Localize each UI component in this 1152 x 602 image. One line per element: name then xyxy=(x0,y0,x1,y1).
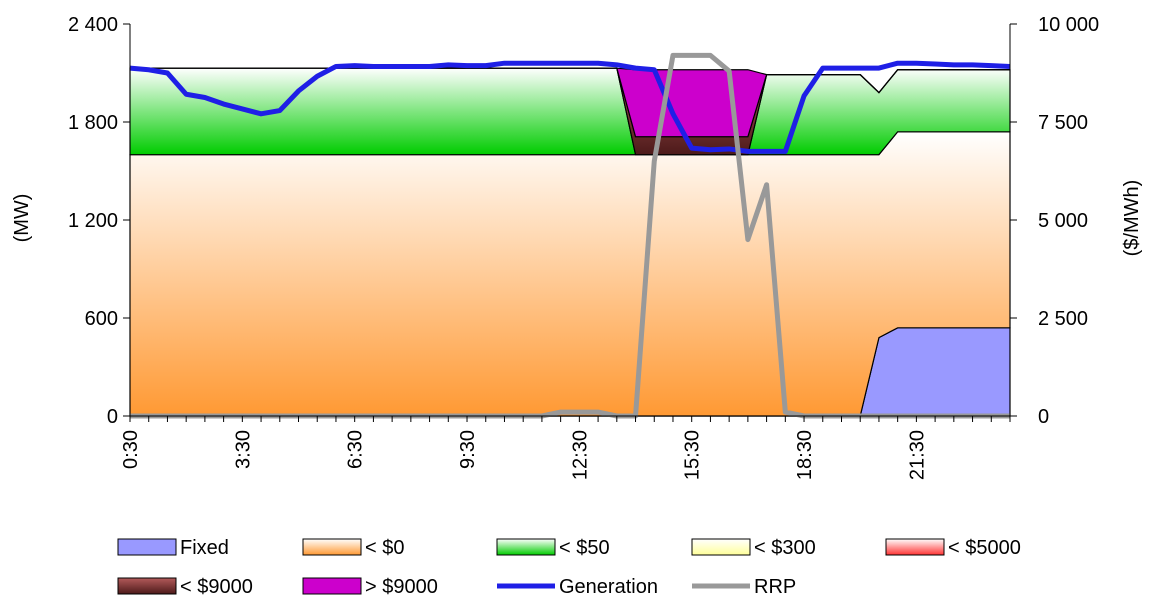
legend-label: < $0 xyxy=(365,537,404,559)
left-tick-label: 2 400 xyxy=(68,14,118,36)
x-tick-label: 15:30 xyxy=(682,430,704,480)
legend-item-lt-9000: < $9000 xyxy=(117,576,253,598)
legend-item-lt-50: < $50 xyxy=(496,537,610,559)
right-tick-label: 5 000 xyxy=(1038,210,1088,232)
legend-label: < $5000 xyxy=(948,537,1021,559)
legend-item-rrp: RRP xyxy=(692,576,796,598)
legend-swatch xyxy=(691,538,751,556)
legend-label: < $300 xyxy=(754,537,816,559)
stacked-areas xyxy=(129,67,1011,417)
x-tick-label: 6:30 xyxy=(345,430,367,469)
legend: Fixed < $0 < $50 < $300 < $5000 < $9000 > $900… xyxy=(117,537,1021,598)
legend-item-fixed: Fixed xyxy=(117,537,229,559)
legend-swatch xyxy=(885,538,945,556)
left-tick-label: 0 xyxy=(107,406,118,428)
legend-label: < $50 xyxy=(559,537,610,559)
right-tick-label: 0 xyxy=(1038,406,1049,428)
left-tick-label: 1 800 xyxy=(68,112,118,134)
legend-swatch xyxy=(302,577,362,595)
left-tick-label: 600 xyxy=(85,308,118,330)
left-tick-label: 1 200 xyxy=(68,210,118,232)
legend-swatch xyxy=(302,538,362,556)
x-ticks: 0:30 3:30 6:30 9:30 12:30 15:30 18:30 21:30 xyxy=(120,416,1011,480)
axes: 0 600 1 200 1 800 2 400 0 2 500 5 000 7 500 10 0… xyxy=(68,14,1099,480)
legend-label: > $9000 xyxy=(365,576,438,598)
line-generation xyxy=(129,60,1011,154)
legend-swatch xyxy=(117,577,177,595)
right-tick-label: 2 500 xyxy=(1038,308,1088,330)
x-tick-label: 3:30 xyxy=(232,430,254,469)
x-tick-label: 0:30 xyxy=(120,430,142,469)
x-tick-label: 18:30 xyxy=(794,430,816,480)
left-axis-title: (MW) xyxy=(11,194,33,243)
right-axis-title: ($/MWh) xyxy=(1121,180,1143,257)
legend-item-lt-5000: < $5000 xyxy=(885,537,1021,559)
left-ticks: 0 600 1 200 1 800 2 400 xyxy=(68,14,130,428)
right-tick-label: 7 500 xyxy=(1038,112,1088,134)
legend-label: Fixed xyxy=(180,537,229,559)
legend-item-generation: Generation xyxy=(497,576,658,598)
legend-swatch xyxy=(496,538,556,556)
legend-item-gt-9000: > $9000 xyxy=(302,576,438,598)
legend-label: RRP xyxy=(754,576,796,598)
right-ticks: 0 2 500 5 000 7 500 10 000 xyxy=(1010,14,1099,428)
x-tick-label: 12:30 xyxy=(569,430,591,480)
x-tick-label: 21:30 xyxy=(906,430,928,480)
legend-label: Generation xyxy=(559,576,658,598)
x-tick-label: 9:30 xyxy=(457,430,479,469)
right-tick-label: 10 000 xyxy=(1038,14,1099,36)
legend-item-lt-0: < $0 xyxy=(302,537,404,559)
legend-label: < $9000 xyxy=(180,576,253,598)
legend-item-lt-300: < $300 xyxy=(691,537,816,559)
legend-swatch xyxy=(117,538,177,556)
